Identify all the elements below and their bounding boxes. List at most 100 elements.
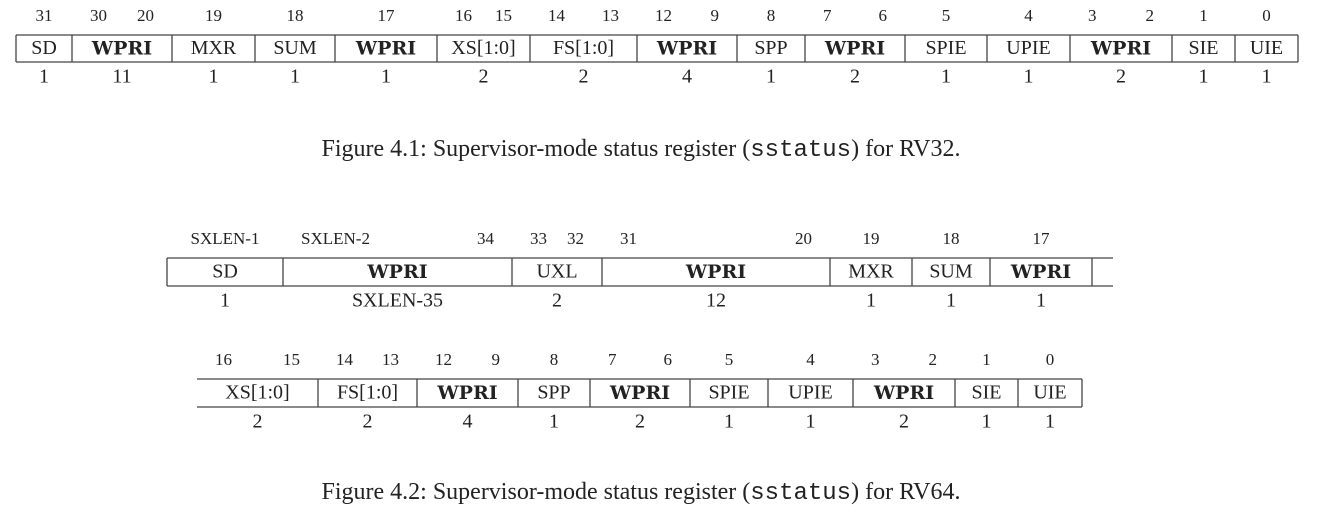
field-width: 1	[946, 290, 956, 312]
bit-label: 18	[287, 6, 304, 25]
field-width: 1	[766, 66, 776, 88]
bit-label: 20	[137, 6, 154, 25]
field-name: SPP	[754, 37, 787, 59]
bit-label: SXLEN-2	[301, 229, 370, 248]
field-name: WPRI	[685, 261, 746, 283]
bit-label: 17	[1033, 229, 1051, 248]
field-width: 1	[1262, 66, 1272, 88]
field-width: 2	[479, 66, 489, 88]
bit-label: 5	[942, 6, 951, 25]
bit-label: 7	[823, 6, 832, 25]
bit-label: 9	[711, 6, 720, 25]
field-width: 4	[463, 411, 473, 433]
field-name: SPIE	[708, 382, 749, 404]
field-name: WPRI	[1090, 38, 1151, 60]
bit-label: 12	[655, 6, 672, 25]
field-name: SUM	[929, 261, 973, 283]
bit-label: 4	[806, 350, 815, 369]
bit-label: 4	[1024, 6, 1033, 25]
figure-caption: Figure 4.2: Supervisor-mode status regis…	[321, 479, 960, 508]
field-width: 4	[682, 66, 692, 88]
field-name: SIE	[972, 382, 1002, 404]
bit-label: 7	[608, 350, 617, 369]
bit-label: 9	[492, 350, 501, 369]
field-name: WPRI	[824, 38, 885, 60]
bit-label: 33	[530, 229, 547, 248]
field-width: SXLEN-35	[352, 290, 443, 312]
field-name: WPRI	[436, 382, 497, 404]
field-name: SPIE	[925, 37, 966, 59]
field-name: UIE	[1250, 37, 1283, 59]
field-name: MXR	[848, 261, 894, 283]
bit-label: 30	[90, 6, 107, 25]
field-width: 2	[1116, 66, 1126, 88]
bit-label: SXLEN-1	[191, 229, 260, 248]
field-width: 2	[850, 66, 860, 88]
bit-label: 16	[215, 350, 232, 369]
field-name: WPRI	[656, 38, 717, 60]
bit-label: 32	[567, 229, 584, 248]
field-width: 2	[552, 290, 562, 312]
field-name: WPRI	[609, 382, 670, 404]
field-width: 1	[220, 290, 230, 312]
bit-label: 8	[550, 350, 559, 369]
field-name: SD	[212, 261, 238, 283]
bit-label: 18	[943, 229, 960, 248]
field-name: WPRI	[1010, 261, 1071, 283]
bit-label: 6	[879, 6, 888, 25]
field-name: WPRI	[355, 38, 416, 60]
field-name: XS[1:0]	[225, 382, 289, 404]
bit-label: 19	[863, 229, 880, 248]
bit-label: 0	[1262, 6, 1271, 25]
field-width: 1	[941, 66, 951, 88]
caption-text: ) for RV32.	[851, 136, 960, 162]
field-width: 2	[363, 411, 373, 433]
bit-label: 13	[602, 6, 619, 25]
field-width: 1	[381, 66, 391, 88]
field-width: 1	[806, 411, 816, 433]
bit-label: 0	[1046, 350, 1055, 369]
bit-label: 2	[1146, 6, 1155, 25]
field-name: UIE	[1033, 382, 1066, 404]
field-name: UPIE	[1006, 37, 1050, 59]
bit-label: 13	[382, 350, 399, 369]
caption-text: Figure 4.1: Supervisor-mode status regis…	[321, 136, 750, 162]
field-name: SUM	[273, 37, 317, 59]
field-width: 2	[253, 411, 263, 433]
bit-label: 12	[435, 350, 452, 369]
field-width: 1	[39, 66, 49, 88]
field-name: SIE	[1189, 37, 1219, 59]
field-width: 1	[1199, 66, 1209, 88]
bit-label: 14	[548, 6, 566, 25]
field-width: 12	[706, 290, 726, 312]
field-width: 1	[724, 411, 734, 433]
field-width: 2	[899, 411, 909, 433]
field-name: FS[1:0]	[337, 382, 398, 404]
bit-label: 3	[1088, 6, 1097, 25]
bit-label: 19	[205, 6, 222, 25]
bit-label: 14	[336, 350, 354, 369]
caption-text: Figure 4.2: Supervisor-mode status regis…	[321, 479, 750, 505]
bit-label: 16	[455, 6, 472, 25]
field-width: 1	[982, 411, 992, 433]
field-width: 1	[290, 66, 300, 88]
field-width: 1	[1036, 290, 1046, 312]
field-name: WPRI	[366, 261, 427, 283]
bit-label: 6	[664, 350, 673, 369]
field-name: UPIE	[788, 382, 832, 404]
bit-label: 1	[982, 350, 991, 369]
field-width: 11	[112, 66, 131, 88]
field-name: SPP	[537, 382, 570, 404]
field-width: 2	[635, 411, 645, 433]
bit-label: 17	[378, 6, 396, 25]
field-name: MXR	[191, 37, 237, 59]
figure-caption: Figure 4.1: Supervisor-mode status regis…	[321, 136, 960, 165]
bit-label: 20	[795, 229, 812, 248]
field-name: FS[1:0]	[553, 37, 614, 59]
bit-label: 31	[620, 229, 637, 248]
field-width: 1	[549, 411, 559, 433]
bit-label: 5	[725, 350, 734, 369]
field-width: 1	[1045, 411, 1055, 433]
bit-label: 3	[871, 350, 880, 369]
